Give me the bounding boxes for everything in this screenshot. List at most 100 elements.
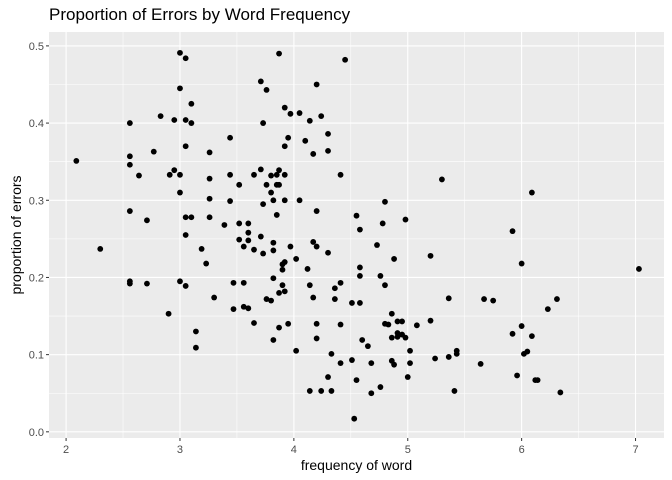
data-point [150,148,157,155]
data-point [171,167,178,174]
data-point [257,233,264,240]
data-point [177,189,183,196]
data-point [353,212,360,219]
data-point [279,282,286,289]
data-point [270,337,277,343]
data-point [126,161,133,168]
data-point [240,279,247,286]
x-tick-label: 3 [177,444,183,456]
data-point [126,280,133,287]
data-point [313,243,320,250]
data-point [382,282,388,289]
data-point [402,216,409,223]
data-point [227,134,233,141]
data-point [293,256,300,262]
data-point [260,250,267,257]
data-point [268,189,274,196]
data-point [270,197,277,204]
data-point [451,388,458,394]
data-point [193,328,199,335]
axis-ticks [46,45,637,441]
data-point [257,166,264,173]
data-point [273,171,280,178]
data-point [310,294,317,301]
data-point [177,278,183,285]
data-point [399,318,405,325]
data-point [193,344,199,351]
data-point [276,181,282,188]
data-point [445,354,452,360]
data-point [318,113,325,120]
x-tick-label: 2 [63,444,69,456]
data-point [382,198,388,205]
data-point [306,388,313,394]
data-point [528,333,535,340]
data-point [544,306,551,312]
data-point [211,294,218,301]
data-point [236,236,243,243]
data-point [177,85,183,92]
data-point [182,232,189,238]
data-point [368,360,375,367]
data-point [287,243,294,250]
data-point [514,372,520,379]
y-tick-label: 0.0 [29,427,44,439]
data-point [240,243,247,250]
data-point [331,296,338,302]
data-point [276,324,282,331]
data-point [357,273,363,279]
data-point [357,226,363,233]
data-point [368,390,375,397]
data-point [206,214,213,221]
data-point [281,143,288,150]
data-point [328,350,335,357]
data-point [404,374,411,380]
data-point [97,245,104,252]
data-point [413,322,420,329]
data-point [227,198,233,204]
data-point [313,208,320,214]
data-point [245,237,252,244]
data-point [126,120,133,126]
data-point [182,143,189,150]
data-point [206,149,213,156]
data-points [73,49,642,422]
data-point [306,282,313,289]
data-point [251,246,257,253]
data-point [477,361,484,367]
data-point [325,374,331,380]
data-point [166,171,173,178]
data-point [276,289,282,296]
data-point [270,275,277,282]
data-point [325,130,331,137]
data-point [177,49,183,56]
data-point [221,222,228,228]
data-point [554,296,560,302]
data-point [357,264,363,271]
data-point [230,279,237,286]
data-point [310,239,317,245]
data-point [136,172,142,179]
data-point [304,266,311,272]
data-point [206,195,213,202]
data-point [439,176,445,183]
data-point [144,217,150,224]
data-point [509,330,516,337]
data-point [427,317,434,324]
data-point [518,323,525,329]
data-point [557,389,564,396]
data-point [273,212,280,218]
data-point [306,117,313,124]
data-point [337,171,344,178]
grid-major [49,32,664,438]
data-point [636,266,642,272]
data-point [236,220,243,227]
data-point [296,197,303,204]
data-point [427,252,434,259]
chart-title: Proportion of Errors by Word Frequency [49,5,351,24]
data-point [144,280,150,287]
data-point [407,360,413,367]
x-tick-labels: 2 3 4 5 6 7 [63,444,639,456]
data-point [268,172,274,179]
data-point [188,100,195,107]
